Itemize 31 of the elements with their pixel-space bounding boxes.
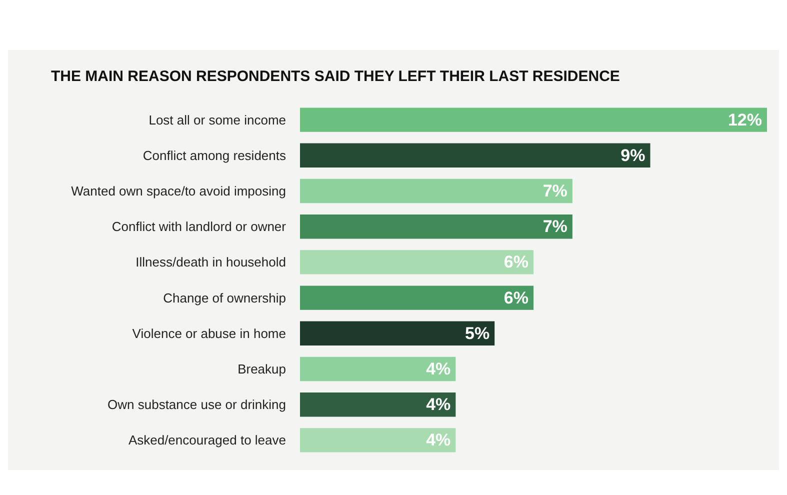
chart-title: THE MAIN REASON RESPONDENTS SAID THEY LEFT THEIR LAST RESIDENCE [51, 68, 620, 85]
y-tick-label: Breakup [238, 362, 286, 376]
y-tick-label: Change of ownership [163, 290, 286, 306]
y-tick-label: Illness/death in household [136, 254, 286, 270]
bar [300, 143, 650, 168]
bar [300, 428, 456, 452]
bar [300, 356, 456, 382]
data-label: 6% [504, 252, 528, 272]
data-label: 6% [504, 288, 528, 308]
bar [300, 321, 495, 346]
bar [300, 214, 572, 239]
bar [300, 392, 456, 417]
bar [300, 108, 767, 132]
bar [300, 250, 534, 274]
data-label: 7% [542, 217, 568, 236]
y-tick-label: Conflict among residents [142, 148, 286, 163]
data-label: 4% [426, 360, 451, 378]
y-tick-label: Wanted own space/to avoid imposing [71, 184, 286, 198]
data-label: 12% [728, 110, 762, 130]
bar [300, 178, 572, 204]
y-tick-label: Conflict with landlord or owner [112, 219, 287, 234]
bar [300, 286, 534, 310]
data-label: 4% [426, 395, 451, 414]
y-tick-label: Asked/encouraged to leave [128, 432, 286, 448]
y-tick-label: Own substance use or drinking [108, 397, 286, 412]
data-label: 5% [465, 324, 490, 343]
data-label: 9% [620, 146, 646, 165]
y-tick-label: Lost all or some income [148, 112, 286, 128]
data-label: 7% [542, 182, 568, 200]
y-tick-label: Violence or abuse in home [132, 326, 286, 341]
data-label: 4% [426, 430, 451, 450]
